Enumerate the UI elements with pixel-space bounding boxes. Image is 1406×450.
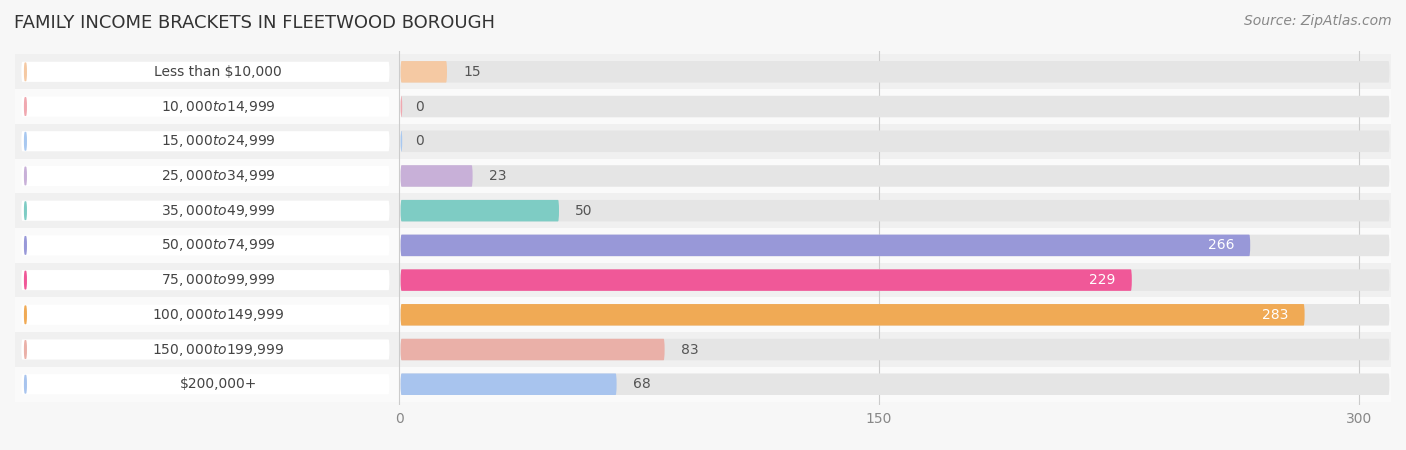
Text: 23: 23 — [489, 169, 506, 183]
FancyBboxPatch shape — [401, 130, 1389, 152]
Text: 83: 83 — [681, 342, 699, 356]
FancyBboxPatch shape — [15, 367, 1391, 401]
FancyBboxPatch shape — [21, 235, 389, 256]
FancyBboxPatch shape — [21, 96, 389, 117]
Circle shape — [24, 202, 27, 220]
Text: $10,000 to $14,999: $10,000 to $14,999 — [160, 99, 276, 115]
FancyBboxPatch shape — [21, 339, 389, 360]
FancyBboxPatch shape — [401, 339, 1389, 360]
Text: 229: 229 — [1090, 273, 1116, 287]
Text: 0: 0 — [415, 134, 423, 148]
FancyBboxPatch shape — [401, 165, 472, 187]
FancyBboxPatch shape — [401, 61, 1389, 83]
FancyBboxPatch shape — [21, 305, 389, 325]
FancyBboxPatch shape — [15, 124, 1391, 158]
FancyBboxPatch shape — [15, 89, 1391, 124]
FancyBboxPatch shape — [401, 200, 1389, 221]
FancyBboxPatch shape — [21, 131, 389, 151]
Circle shape — [24, 63, 27, 81]
FancyBboxPatch shape — [15, 158, 1391, 194]
Circle shape — [24, 236, 27, 254]
Text: 283: 283 — [1263, 308, 1289, 322]
FancyBboxPatch shape — [401, 304, 1305, 325]
Text: FAMILY INCOME BRACKETS IN FLEETWOOD BOROUGH: FAMILY INCOME BRACKETS IN FLEETWOOD BORO… — [14, 14, 495, 32]
FancyBboxPatch shape — [21, 374, 389, 394]
Text: Source: ZipAtlas.com: Source: ZipAtlas.com — [1244, 14, 1392, 27]
Text: $25,000 to $34,999: $25,000 to $34,999 — [160, 168, 276, 184]
Circle shape — [24, 98, 27, 116]
Text: 266: 266 — [1208, 238, 1234, 252]
FancyBboxPatch shape — [401, 234, 1389, 256]
FancyBboxPatch shape — [401, 374, 617, 395]
Circle shape — [24, 341, 27, 359]
FancyBboxPatch shape — [15, 332, 1391, 367]
FancyBboxPatch shape — [401, 339, 665, 360]
FancyBboxPatch shape — [401, 374, 1389, 395]
Text: $150,000 to $199,999: $150,000 to $199,999 — [152, 342, 284, 357]
Text: $100,000 to $149,999: $100,000 to $149,999 — [152, 307, 284, 323]
FancyBboxPatch shape — [21, 270, 389, 290]
FancyBboxPatch shape — [401, 130, 402, 152]
Text: $15,000 to $24,999: $15,000 to $24,999 — [160, 133, 276, 149]
FancyBboxPatch shape — [401, 61, 447, 83]
Text: 68: 68 — [633, 377, 651, 391]
Text: $50,000 to $74,999: $50,000 to $74,999 — [160, 238, 276, 253]
Text: $75,000 to $99,999: $75,000 to $99,999 — [160, 272, 276, 288]
FancyBboxPatch shape — [15, 297, 1391, 332]
Text: 15: 15 — [463, 65, 481, 79]
Circle shape — [24, 271, 27, 289]
Text: 0: 0 — [415, 99, 423, 113]
Circle shape — [24, 167, 27, 185]
FancyBboxPatch shape — [21, 201, 389, 221]
FancyBboxPatch shape — [401, 96, 1389, 117]
FancyBboxPatch shape — [15, 263, 1391, 297]
FancyBboxPatch shape — [15, 228, 1391, 263]
FancyBboxPatch shape — [401, 96, 402, 117]
FancyBboxPatch shape — [15, 194, 1391, 228]
FancyBboxPatch shape — [401, 270, 1389, 291]
Text: 50: 50 — [575, 204, 592, 218]
Circle shape — [24, 132, 27, 150]
Text: $35,000 to $49,999: $35,000 to $49,999 — [160, 202, 276, 219]
FancyBboxPatch shape — [401, 165, 1389, 187]
FancyBboxPatch shape — [15, 54, 1391, 89]
FancyBboxPatch shape — [21, 62, 389, 82]
FancyBboxPatch shape — [401, 200, 560, 221]
FancyBboxPatch shape — [21, 166, 389, 186]
Circle shape — [24, 375, 27, 393]
FancyBboxPatch shape — [401, 234, 1250, 256]
Text: $200,000+: $200,000+ — [180, 377, 257, 391]
Text: Less than $10,000: Less than $10,000 — [155, 65, 283, 79]
FancyBboxPatch shape — [401, 270, 1132, 291]
Circle shape — [24, 306, 27, 324]
FancyBboxPatch shape — [401, 304, 1389, 325]
